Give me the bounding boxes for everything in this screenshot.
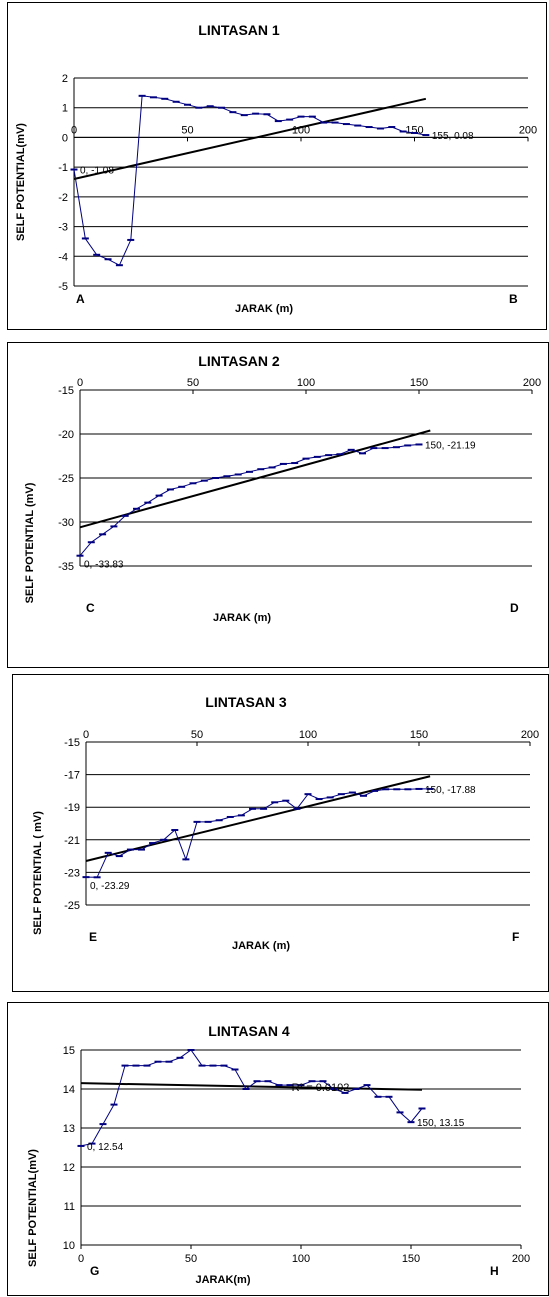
data-label: 0, -1.08 (80, 166, 114, 177)
corner-label-left: G (90, 1264, 99, 1278)
corner-label-right: D (510, 601, 519, 615)
x-tick-label: 50 (191, 729, 203, 741)
y-tick-label: -21 (64, 835, 80, 847)
series-line (85, 788, 431, 878)
data-label: 0, 12.54 (87, 1142, 124, 1153)
y-tick-label: -30 (58, 517, 74, 529)
corner-label-left: E (89, 930, 97, 944)
x-axis-label: JARAK (m) (232, 940, 290, 952)
x-tick-label: 200 (519, 124, 537, 136)
x-tick-label: 50 (181, 124, 193, 136)
y-tick-label: 10 (63, 1240, 75, 1252)
trend-line (85, 775, 431, 862)
series-line (79, 444, 420, 557)
chart-svg-2: LINTASAN 2 -15 -20 -25 -30 -35 0 50 100 150 200 0, … (24, 353, 541, 624)
x-tick-label: 150 (410, 729, 428, 741)
x-axis-label: JARAK (m) (213, 612, 271, 624)
trend-label: R² = 0.0102 (292, 1082, 350, 1094)
y-tick-label: -25 (58, 473, 74, 485)
x-axis-label: JARAK (m) (235, 303, 293, 315)
data-label: 155, 0.08 (432, 131, 474, 142)
series-line (80, 1049, 423, 1147)
y-tick-label: -5 (58, 281, 68, 293)
chart-svg-4: LINTASAN 4 15 14 13 12 11 100 50 100 150 200 0, 12.… (27, 1023, 530, 1286)
y-tick-label: 11 (64, 1201, 75, 1213)
data-label: 150, 13.15 (417, 1118, 465, 1129)
x-tick-label: 50 (185, 1253, 197, 1265)
series-line (73, 95, 426, 266)
trend-line (79, 429, 431, 529)
y-tick-label: 1 (62, 103, 68, 115)
chart-panel-4: LINTASAN 4 15 14 13 12 11 10 0 50 100 150 200 0, 12.… (7, 1002, 549, 1296)
y-tick-label: 15 (63, 1045, 75, 1057)
trend-line (80, 1082, 423, 1091)
data-label: 150, -21.19 (425, 440, 476, 451)
corner-label-left: A (76, 292, 85, 306)
chart-title: LINTASAN 1 (198, 22, 280, 38)
data-label: 150, -17.88 (425, 785, 476, 796)
x-axis-label: JARAK(m) (196, 1274, 251, 1286)
x-tick-label: 100 (299, 729, 317, 741)
x-tick-label: 150 (410, 377, 428, 389)
x-tick-label: 150 (402, 1253, 420, 1265)
chart-title: LINTASAN 3 (205, 694, 287, 710)
data-label: 0, -23.29 (90, 881, 130, 892)
y-axis-label: SELF POTENTIAL(mV) (27, 1149, 39, 1267)
y-tick-label: -23 (64, 867, 80, 879)
chart-title: LINTASAN 4 (208, 1023, 290, 1039)
y-axis-label: SELF POTENTIAL (mV) (24, 482, 36, 603)
y-tick-label: -15 (58, 385, 74, 397)
y-tick-label: -2 (58, 192, 68, 204)
chart-panel-2: LINTASAN 2 -15 -20 -25 -30 -35 0 50 100 150 200 0, … (7, 342, 549, 668)
chart-panel-1: LINTASAN 1 2 1 0 -1 -2 -3 -4 -5 0 50 100 150 200 0, -1… (7, 2, 547, 330)
y-tick-label: -1 (58, 162, 68, 174)
x-tick-label: 0 (77, 377, 83, 389)
y-tick-label: -15 (64, 737, 80, 749)
y-tick-label: -20 (58, 429, 74, 441)
x-tick-label: 100 (297, 377, 315, 389)
x-tick-label: 0 (78, 1253, 84, 1265)
y-axis-label: SELF POTENTIAL ( mV) (32, 811, 44, 935)
corner-label-right: B (509, 292, 518, 306)
corner-label-right: H (490, 1264, 499, 1278)
trend-line (73, 97, 427, 181)
y-tick-label: 14 (63, 1084, 75, 1096)
x-tick-label: 200 (512, 1253, 530, 1265)
x-tick-label: 200 (523, 377, 541, 389)
x-tick-label: 50 (187, 377, 199, 389)
y-tick-label: -17 (64, 770, 80, 782)
y-tick-label: -3 (58, 222, 68, 234)
chart-title: LINTASAN 2 (198, 353, 280, 369)
chart-svg-3: LINTASAN 3 -15 -17 -19 -21 -23 -25 0 50 100 150 200… (32, 694, 539, 952)
x-tick-label: 100 (292, 1253, 310, 1265)
y-tick-label: 0 (62, 132, 68, 144)
y-tick-label: 12 (63, 1162, 75, 1174)
y-tick-label: 13 (63, 1123, 75, 1135)
y-tick-label: -35 (58, 561, 74, 573)
chart-panel-3: LINTASAN 3 -15 -17 -19 -21 -23 -25 0 50 100 150 200… (12, 674, 549, 992)
corner-label-right: F (512, 930, 519, 944)
y-tick-label: -25 (64, 900, 80, 912)
y-axis-label: SELF POTENTIAL(mV) (15, 123, 27, 241)
y-tick-label: -19 (64, 802, 80, 814)
x-tick-label: 200 (521, 729, 539, 741)
x-tick-label: 0 (83, 729, 89, 741)
y-tick-label: -4 (58, 251, 68, 263)
corner-label-left: C (86, 601, 95, 615)
x-tick-label: 0 (71, 124, 77, 136)
data-label: 0, -33.83 (84, 560, 124, 571)
y-tick-label: 2 (62, 73, 68, 85)
